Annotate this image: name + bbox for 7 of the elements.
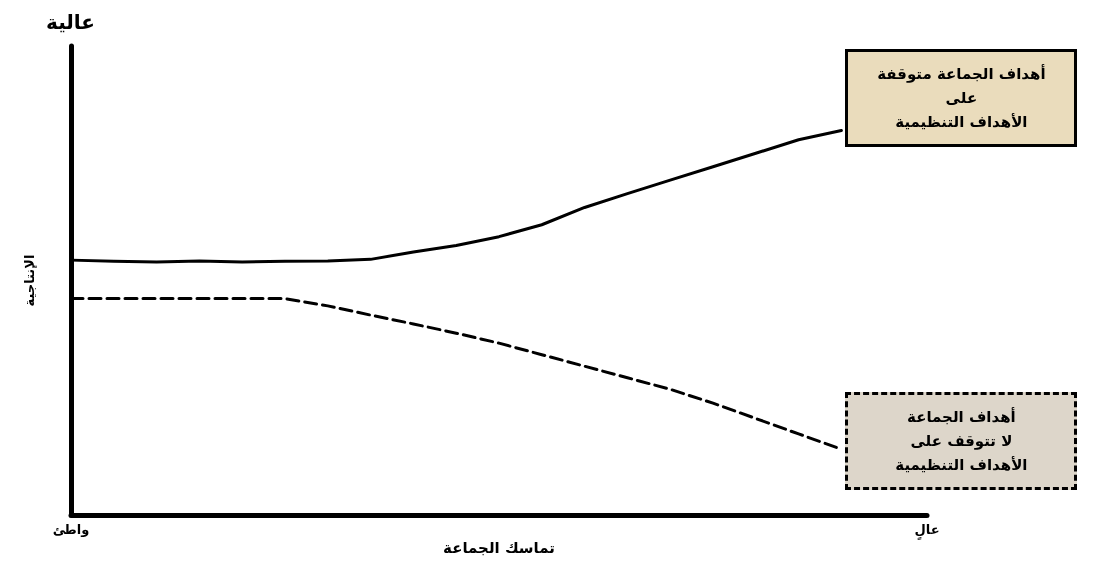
x-tick-label: واطئ [52, 522, 90, 537]
note-box: أهداف الجماعة لا تتوقف على الأهداف التنظيمية [845, 392, 1078, 491]
x-tick-label: عالٍ [914, 522, 940, 541]
y-axis-title: الإنتاجية [22, 254, 37, 307]
text: عالية [46, 10, 95, 34]
x-axis-title: تماسك الجماعة [443, 539, 555, 558]
note-box: أهداف الجماعة متوقفة على الأهداف التنظيمية [845, 48, 1078, 147]
